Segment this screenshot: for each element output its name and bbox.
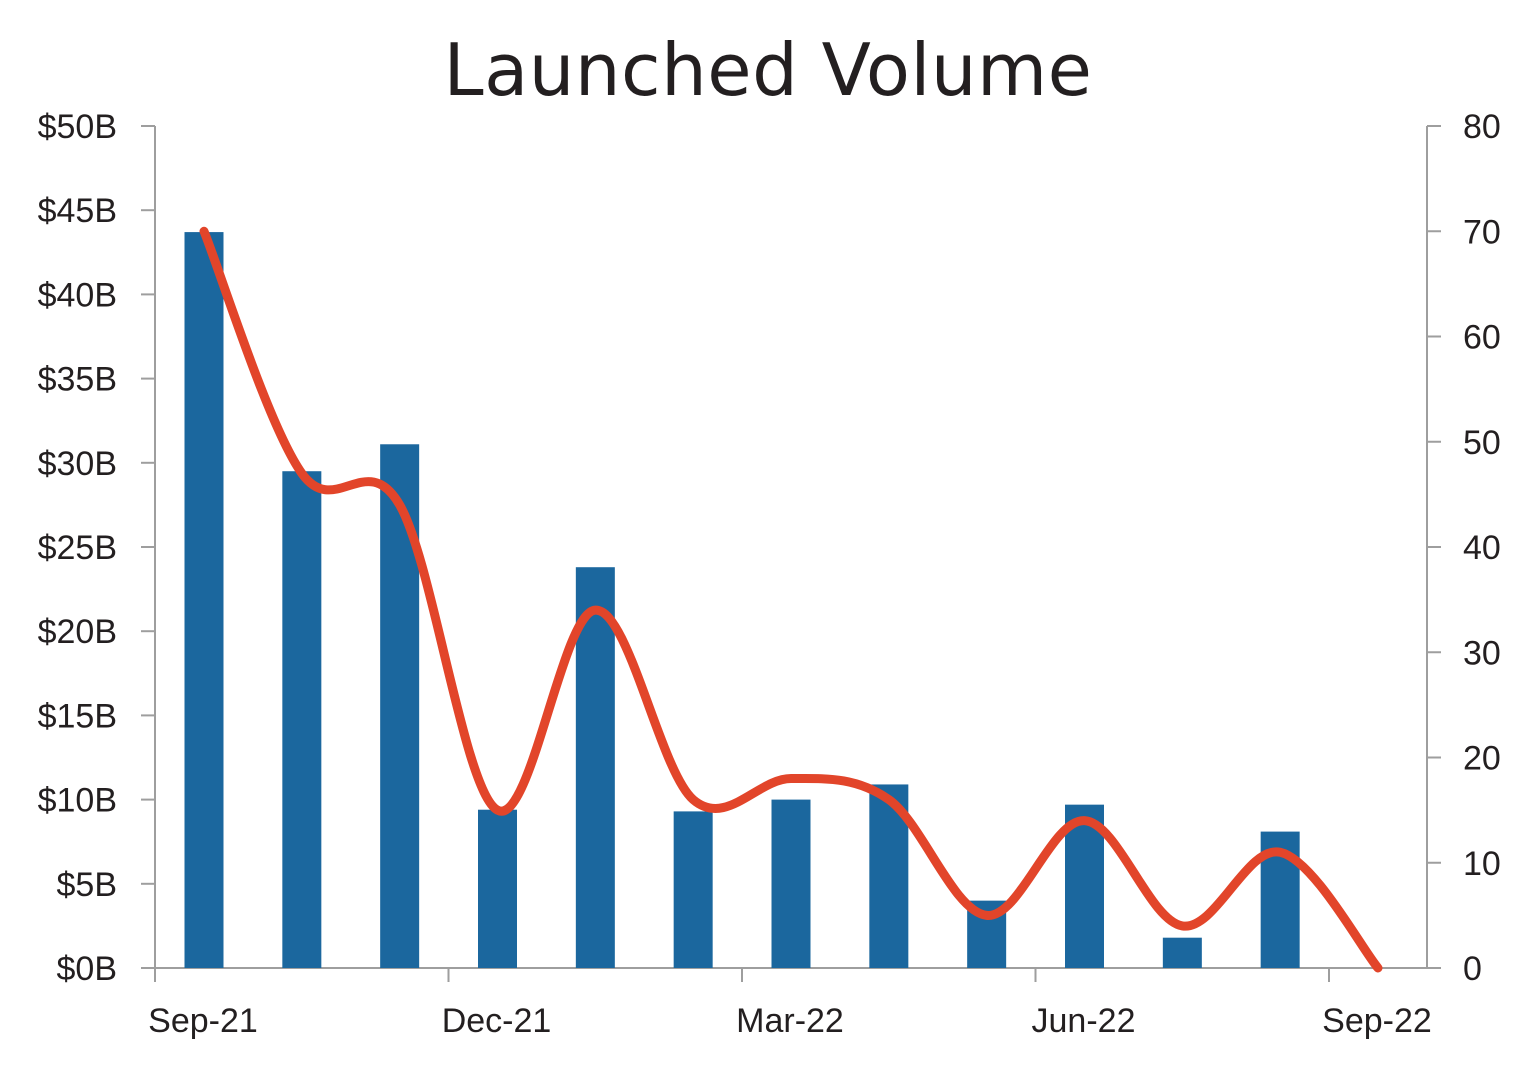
y-left-tick-label: $40B [38, 276, 117, 314]
y-left-tick-label: $50B [38, 108, 117, 146]
bar [771, 799, 811, 968]
y-left-tick-label: $30B [38, 445, 117, 483]
trend-line [199, 226, 1383, 973]
y-right-tick-label: 30 [1463, 634, 1501, 672]
y-left-tick-label: $25B [38, 529, 117, 567]
line-series [199, 226, 1383, 973]
y-right-tick-label: 40 [1463, 529, 1501, 567]
bar [1065, 804, 1104, 968]
bar [575, 567, 615, 968]
y-right-tick-label: 60 [1463, 319, 1501, 357]
bar [1162, 937, 1202, 968]
x-tick-label: Jun-22 [1032, 1002, 1136, 1040]
bar [184, 232, 224, 969]
y-right-tick-label: 0 [1463, 950, 1482, 988]
y-right-tick-label: 70 [1463, 213, 1501, 251]
y-right-tick-label: 80 [1463, 108, 1501, 146]
y-right-tick-label: 10 [1463, 845, 1501, 883]
y-left-tick-label: $0B [57, 950, 118, 988]
bar-series [184, 232, 1300, 969]
y-left-tick-label: $10B [38, 782, 117, 820]
x-tick-label: Dec-21 [442, 1002, 552, 1040]
y-left-tick-label: $5B [57, 866, 118, 904]
chart-title: Launched Volume [443, 28, 1093, 112]
x-tick-label: Mar-22 [736, 1002, 844, 1040]
y-right-tick-label: 50 [1463, 424, 1501, 462]
x-tick-label: Sep-21 [148, 1002, 258, 1040]
bar [478, 809, 517, 968]
bar [282, 471, 322, 968]
bar [673, 811, 713, 968]
y-left-tick-label: $15B [38, 697, 117, 735]
y-left-tick-label: $35B [38, 361, 117, 399]
tick-labels: $0B $5B $10B $15B $20B $25B $30B $35B $40B $45B $5… [38, 108, 1501, 1040]
bar [380, 444, 420, 968]
y-left-tick-label: $45B [38, 192, 117, 230]
y-right-tick-label: 20 [1463, 740, 1501, 778]
y-left-tick-label: $20B [38, 613, 117, 651]
x-tick-label: Sep-22 [1322, 1002, 1432, 1040]
